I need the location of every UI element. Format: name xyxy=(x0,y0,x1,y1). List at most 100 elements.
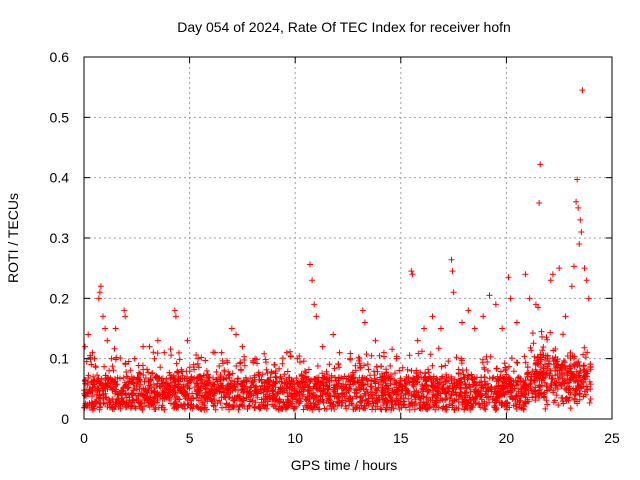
data-point xyxy=(576,241,583,248)
data-point xyxy=(271,361,278,368)
data-point xyxy=(91,355,98,362)
x-axis-label: GPS time / hours xyxy=(291,457,398,473)
data-point xyxy=(82,343,89,350)
data-point xyxy=(448,256,455,263)
data-point xyxy=(233,331,240,338)
data-point xyxy=(583,277,590,284)
data-point xyxy=(380,349,387,356)
data-point xyxy=(131,355,138,362)
data-point xyxy=(414,337,421,344)
data-point xyxy=(522,271,529,278)
data-point xyxy=(172,313,179,320)
data-point xyxy=(429,313,436,320)
chart-title: Day 054 of 2024, Rate Of TEC Index for r… xyxy=(177,19,511,35)
data-point xyxy=(361,319,368,326)
data-point xyxy=(574,176,581,183)
data-point xyxy=(409,271,416,278)
data-point xyxy=(211,349,218,356)
data-point xyxy=(578,228,585,235)
y-axis-label: ROTI / TECUs xyxy=(5,193,21,283)
x-tick-label: 20 xyxy=(499,430,515,446)
data-point xyxy=(347,355,354,362)
data-point xyxy=(421,325,428,332)
data-point xyxy=(100,313,107,320)
data-point xyxy=(556,265,563,272)
y-tick-label: 0.5 xyxy=(50,109,70,125)
data-point xyxy=(513,319,520,326)
data-point xyxy=(575,204,582,211)
data-point xyxy=(319,343,326,350)
data-point xyxy=(330,331,337,338)
data-point xyxy=(311,301,318,308)
y-axis: 0 0.1 0.2 0.3 0.4 0.5 0.6 xyxy=(50,49,612,427)
data-point xyxy=(536,200,543,207)
data-point xyxy=(146,343,153,350)
data-point xyxy=(121,307,128,314)
data-point xyxy=(437,325,444,332)
data-point xyxy=(184,337,191,344)
data-point xyxy=(459,319,466,326)
data-points xyxy=(82,87,592,368)
data-point xyxy=(486,292,493,299)
data-point xyxy=(95,295,102,302)
data-point xyxy=(526,295,533,302)
data-point xyxy=(480,313,487,320)
x-tick-label: 25 xyxy=(604,430,620,446)
data-point xyxy=(102,325,109,332)
y-tick-label: 0.6 xyxy=(50,49,70,65)
data-point xyxy=(372,337,379,344)
x-axis: 0 5 10 15 20 25 xyxy=(80,57,620,446)
data-point xyxy=(122,313,129,320)
data-point xyxy=(449,268,456,275)
data-point xyxy=(408,268,415,275)
data-point xyxy=(336,349,343,356)
data-point xyxy=(154,337,161,344)
data-point xyxy=(393,355,400,362)
data-point xyxy=(581,265,588,272)
data-point xyxy=(89,349,96,356)
data-point xyxy=(465,307,472,314)
x-tick-label: 10 xyxy=(287,430,303,446)
x-tick-label: 5 xyxy=(186,430,194,446)
y-tick-label: 0.3 xyxy=(50,230,70,246)
data-point xyxy=(585,295,592,302)
data-point xyxy=(140,343,147,350)
y-tick-label: 0.1 xyxy=(50,351,70,367)
data-point xyxy=(562,313,569,320)
data-point xyxy=(239,343,246,350)
data-point xyxy=(112,325,119,332)
data-point xyxy=(171,307,178,314)
low-roti-band xyxy=(81,328,594,413)
data-point xyxy=(505,274,512,281)
data-point xyxy=(294,355,301,362)
background-noise-band xyxy=(81,328,594,413)
x-tick-label: 15 xyxy=(393,430,409,446)
data-point xyxy=(492,301,499,308)
data-point xyxy=(161,349,168,356)
data-point xyxy=(96,289,103,296)
data-point xyxy=(579,87,586,94)
data-point xyxy=(228,325,235,332)
data-point xyxy=(85,331,92,338)
data-point xyxy=(359,307,366,314)
data-point xyxy=(549,271,556,278)
data-point xyxy=(532,301,539,308)
data-point xyxy=(507,295,514,302)
data-point xyxy=(252,355,259,362)
data-point xyxy=(313,313,320,320)
data-point xyxy=(283,349,290,356)
data-point xyxy=(309,277,316,284)
y-tick-label: 0.2 xyxy=(50,290,70,306)
x-tick-label: 0 xyxy=(80,430,88,446)
data-point xyxy=(471,325,478,332)
data-point xyxy=(195,355,202,362)
data-point xyxy=(577,216,584,223)
data-point xyxy=(499,325,506,332)
data-point xyxy=(537,161,544,168)
data-point xyxy=(306,261,313,268)
y-tick-label: 0.4 xyxy=(50,170,70,186)
data-point xyxy=(97,283,104,290)
data-point xyxy=(535,304,542,311)
y-tick-label: 0 xyxy=(61,411,69,427)
